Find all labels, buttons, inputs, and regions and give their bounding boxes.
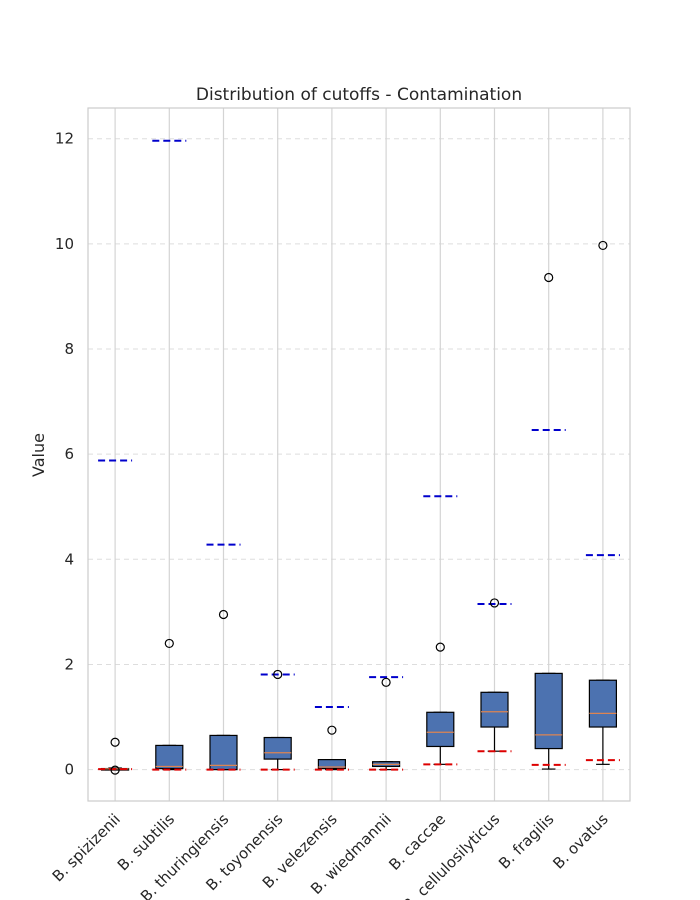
box-group: [152, 139, 187, 771]
y-tick-label: 6: [64, 445, 74, 463]
outlier-point: [544, 272, 554, 283]
box-group: [531, 272, 566, 770]
y-tick-label: 4: [64, 550, 74, 568]
outlier-point: [273, 669, 283, 680]
box-group: [314, 706, 349, 771]
box: [263, 736, 292, 760]
box: [155, 744, 184, 770]
grid: [88, 108, 630, 801]
box-group: [477, 598, 512, 753]
box: [534, 672, 563, 750]
outlier-point: [489, 598, 500, 608]
box-group: [585, 240, 620, 765]
plot-frame: [87, 107, 631, 802]
outlier-point: [381, 677, 391, 687]
boxes-layer: [98, 139, 620, 775]
outlier-point: [435, 642, 445, 652]
x-tick-label: B. spizizenii: [49, 810, 124, 885]
x-tick-label: B. fragilis: [495, 810, 558, 873]
box-group: [260, 669, 295, 771]
outlier-point: [164, 638, 174, 649]
outlier-point: [218, 609, 229, 620]
box: [317, 759, 346, 770]
box: [426, 711, 455, 748]
outlier-point: [598, 240, 608, 251]
box-group: [206, 543, 241, 771]
box-group: [98, 459, 133, 775]
outlier-point: [110, 765, 120, 775]
y-axis-ticks: 0 2 4 6 8 10 12: [55, 130, 74, 779]
y-tick-label: 2: [64, 655, 74, 673]
y-tick-label: 8: [64, 340, 74, 358]
y-axis-label: Value: [29, 433, 48, 477]
chart-title: Distribution of cutoffs - Contamination: [196, 85, 522, 105]
y-tick-label: 0: [64, 761, 74, 779]
y-tick-label: 12: [55, 130, 74, 148]
x-tick-label: B. ovatus: [549, 810, 612, 873]
y-tick-label: 10: [55, 235, 74, 253]
box: [480, 691, 509, 728]
outlier-point: [327, 725, 337, 735]
box: [588, 679, 618, 728]
box-group: [369, 676, 404, 771]
box-group: [423, 495, 458, 766]
outlier-point: [110, 737, 120, 747]
box: [209, 734, 238, 771]
